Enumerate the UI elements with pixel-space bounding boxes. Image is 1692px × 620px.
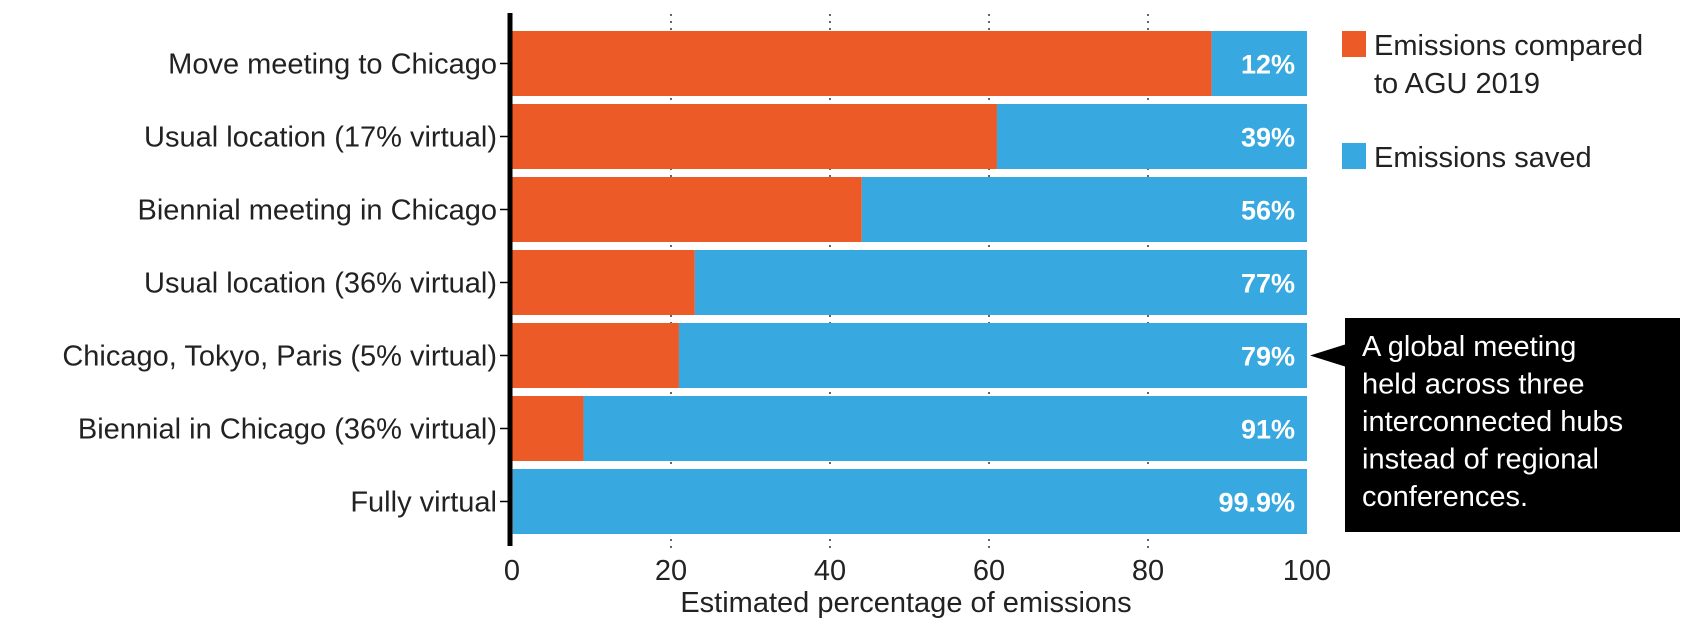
x-axis: 0 20 40 60 80 100 (504, 13, 1331, 587)
bar-saved-1 (996, 104, 1307, 169)
legend-swatch-0 (1342, 31, 1366, 57)
category-label: Usual location (36% virtual) (144, 268, 497, 300)
callout-text-line: held across three (1362, 369, 1584, 401)
category-label: Biennial meeting in Chicago (138, 195, 498, 227)
bar-emissions-0 (512, 31, 1212, 96)
bar-saved-4 (678, 323, 1307, 388)
legend-label: Emissions saved (1374, 142, 1592, 174)
bar-value-label: 79% (1241, 342, 1295, 372)
category-label: Usual location (17% virtual) (144, 122, 497, 154)
x-axis-title: Estimated percentage of emissions (680, 587, 1131, 619)
category-label: Move meeting to Chicago (168, 49, 497, 81)
legend-swatch-1 (1342, 143, 1366, 169)
x-tick-label: 80 (1132, 555, 1164, 587)
bar-value-label: 12% (1241, 50, 1295, 80)
bar-saved-2 (861, 177, 1307, 242)
category-label: Biennial in Chicago (36% virtual) (78, 414, 497, 446)
bar-value-labels: 12% 39% 56% 77% 79% 91% 99.9% (1218, 50, 1295, 518)
x-tick-label: 40 (814, 555, 846, 587)
bar-saved-3 (694, 250, 1307, 315)
bar-emissions-4 (512, 323, 679, 388)
bar-emissions-5 (512, 396, 584, 461)
bar-value-label: 91% (1241, 415, 1295, 445)
category-label: Chicago, Tokyo, Paris (5% virtual) (62, 341, 497, 373)
bar-emissions-3 (512, 250, 695, 315)
x-tick-label: 100 (1283, 555, 1331, 587)
callout-text-line: A global meeting (1362, 331, 1576, 363)
callout-text-line: instead of regional (1362, 444, 1599, 476)
x-tick-label: 0 (504, 555, 520, 587)
annotation-callout: A global meeting held across three interco… (1310, 318, 1680, 532)
bar-value-label: 77% (1241, 269, 1295, 299)
bar-emissions-1 (512, 104, 997, 169)
legend: Emissions compared to AGU 2019 Emissions s… (1342, 30, 1643, 174)
bar-emissions-2 (512, 177, 862, 242)
bar-value-label: 39% (1241, 123, 1295, 153)
callout-box (1345, 318, 1680, 532)
callout-text-line: conferences. (1362, 481, 1528, 513)
x-tick-label: 60 (973, 555, 1005, 587)
callout-pointer (1310, 344, 1345, 367)
x-tick-label: 20 (655, 555, 687, 587)
legend-label: Emissions compared (1374, 30, 1643, 62)
bar-value-label: 99.9% (1218, 488, 1295, 518)
bar-saved-5 (583, 396, 1307, 461)
legend-label: to AGU 2019 (1374, 68, 1540, 100)
bar-saved-0 (1211, 31, 1307, 96)
bar-value-label: 56% (1241, 196, 1295, 226)
bars (512, 31, 1307, 534)
category-labels: Move meeting to Chicago Usual location (1… (62, 49, 512, 519)
category-label: Fully virtual (350, 487, 497, 519)
bar-saved-6 (512, 469, 1307, 534)
callout-text-line: interconnected hubs (1362, 406, 1623, 438)
